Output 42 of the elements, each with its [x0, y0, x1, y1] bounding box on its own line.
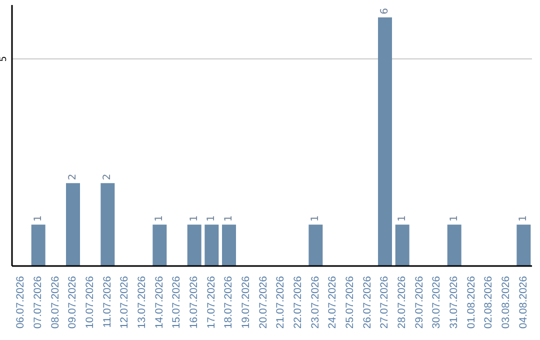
x-tick-label: 01.08.2026 [465, 276, 478, 329]
x-tick-label: 31.07.2026 [448, 276, 460, 329]
x-tick-label: 03.08.2026 [500, 276, 512, 329]
x-tick-label: 17.07.2026 [205, 276, 218, 329]
data-label: 6 [380, 8, 390, 14]
x-tick-label: 28.07.2026 [396, 276, 408, 329]
x-tick-label: 10.07.2026 [84, 276, 96, 329]
x-tick-label: 24.07.2026 [326, 276, 339, 329]
data-label: 1 [32, 215, 44, 222]
x-tick-label: 19.07.2026 [240, 276, 252, 329]
x-tick-label: 07.07.2026 [32, 276, 44, 329]
x-tick-label: 27.07.2026 [378, 276, 391, 329]
x-tick-label: 06.07.2026 [14, 276, 27, 329]
data-label: 1 [310, 215, 322, 222]
x-tick-label: 21.07.2026 [274, 276, 287, 329]
x-tick-label: 15.07.2026 [170, 276, 183, 329]
x-tick-label: 20.07.2026 [257, 276, 270, 329]
data-label: 1 [188, 215, 200, 222]
data-label: 2 [68, 174, 78, 180]
x-tick-label: 16.07.2026 [188, 276, 200, 329]
data-label: 1 [154, 215, 166, 222]
x-tick-label: 29.07.2026 [413, 276, 426, 329]
data-label: 1 [224, 215, 234, 222]
data-label: 1 [448, 215, 460, 222]
x-tick-label: 30.07.2026 [430, 276, 443, 329]
x-tick-label: 12.07.2026 [118, 276, 131, 329]
x-tick-label: 09.07.2026 [66, 276, 79, 329]
x-tick-label: 18.07.2026 [222, 276, 235, 329]
x-tick-label: 22.07.2026 [292, 276, 304, 329]
x-tick-label: 26.07.2026 [361, 276, 374, 329]
data-label: 1 [396, 215, 408, 222]
x-tick-label: 25.07.2026 [344, 276, 356, 329]
x-tick-label: 11.07.2026 [101, 276, 114, 328]
data-label: 1 [518, 215, 530, 222]
x-tick-label: 08.07.2026 [49, 276, 62, 329]
x-tick-label: 02.08.2026 [482, 276, 495, 329]
x-tick-label: 14.07.2026 [153, 276, 166, 329]
x-tick-label: 04.08.2026 [517, 276, 530, 329]
data-label: 1 [206, 215, 218, 222]
x-tick-label: 13.07.2026 [136, 276, 148, 329]
x-tick-label: 23.07.2026 [309, 276, 322, 329]
data-label: 2 [102, 174, 114, 180]
